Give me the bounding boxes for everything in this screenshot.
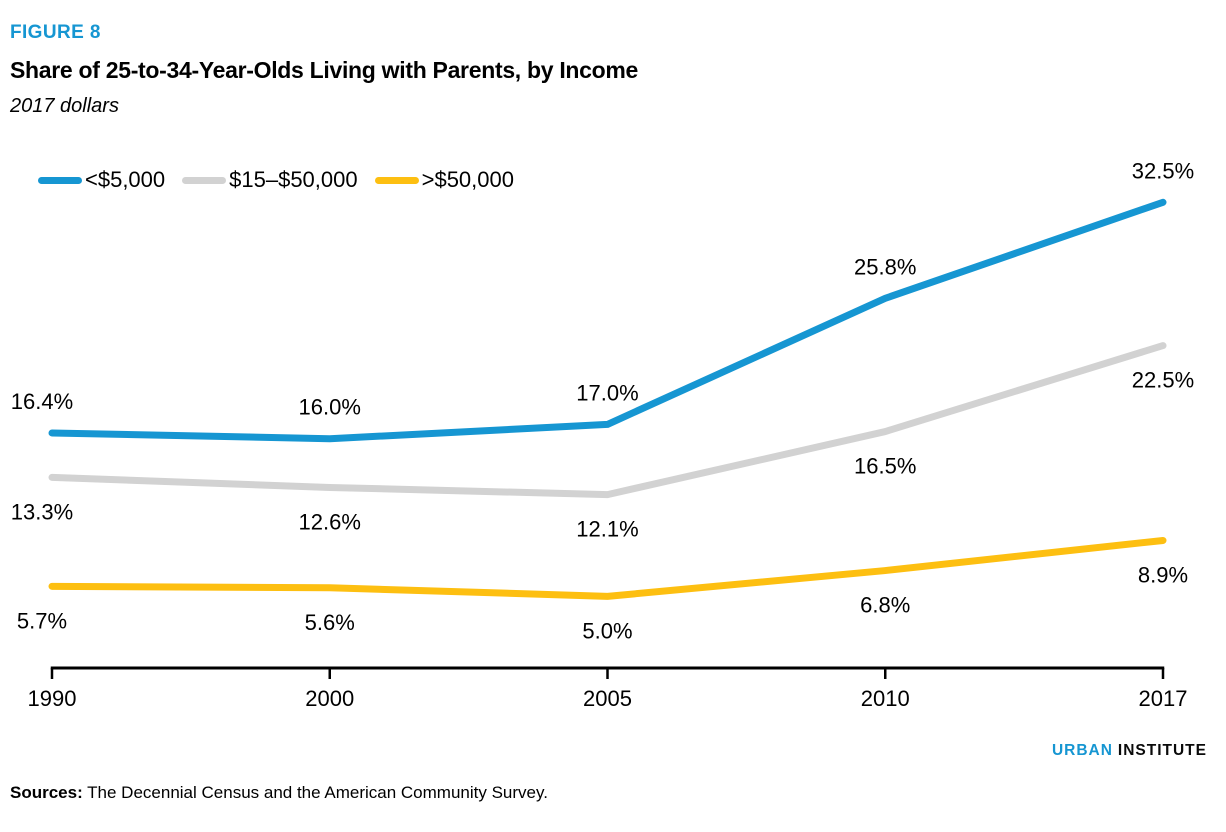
legend-swatch-gray [182,176,227,184]
series-line-blue [48,198,1167,443]
chart-title: Share of 25-to-34-Year-Olds Living with … [10,57,639,83]
x-axis-tick-label: 2010 [861,686,910,711]
data-label-yellow: 8.9% [1138,562,1188,587]
data-label-yellow: 5.6% [305,610,355,635]
data-label-gray: 13.3% [11,499,73,524]
figure-number-label: FIGURE 8 [10,22,101,43]
legend-swatch-yellow [374,176,419,184]
legend-label: >$50,000 [421,167,514,192]
data-label-blue: 16.0% [299,395,361,420]
data-label-gray: 12.6% [299,509,361,534]
x-axis-tick-label: 2017 [1139,686,1188,711]
sources-note-label: Sources: [10,783,83,802]
data-label-gray: 22.5% [1132,368,1194,393]
data-label-blue: 25.8% [854,254,916,279]
brand-logo-institute: INSTITUTE [1117,742,1207,759]
x-axis-tick-label: 2005 [583,686,632,711]
x-axis-tick-label: 1990 [28,686,77,711]
data-label-yellow: 5.7% [17,608,67,633]
data-label-blue: 17.0% [576,380,638,405]
legend-item-yellow: >$50,000 [374,167,514,193]
data-label-yellow: 5.0% [582,618,632,643]
series-line-gray [48,342,1167,499]
data-label-gray: 16.5% [854,454,916,479]
chart-subtitle: 2017 dollars [10,95,119,117]
sources-note: Sources: The Decennial Census and the Am… [10,783,548,803]
data-label-blue: 16.4% [11,389,73,414]
legend-swatch-blue [38,176,82,184]
sources-note-text: The Decennial Census and the American Co… [82,783,548,802]
legend-label: $15–$50,000 [229,167,358,192]
x-axis-tick-label: 2000 [305,686,354,711]
data-label-gray: 12.1% [576,517,638,542]
legend-item-blue: <$5,000 [38,167,165,193]
series-line-yellow [48,536,1167,600]
chart-legend: <$5,000 $15–$50,000 >$50,000 [38,166,514,194]
legend-item-gray: $15–$50,000 [182,167,358,193]
brand-logo-urban: URBAN [1051,742,1113,759]
legend-label: <$5,000 [85,167,166,192]
data-label-blue: 32.5% [1132,158,1194,183]
data-label-yellow: 6.8% [860,593,910,618]
brand-logo: URBAN INSTITUTE [1052,742,1207,760]
